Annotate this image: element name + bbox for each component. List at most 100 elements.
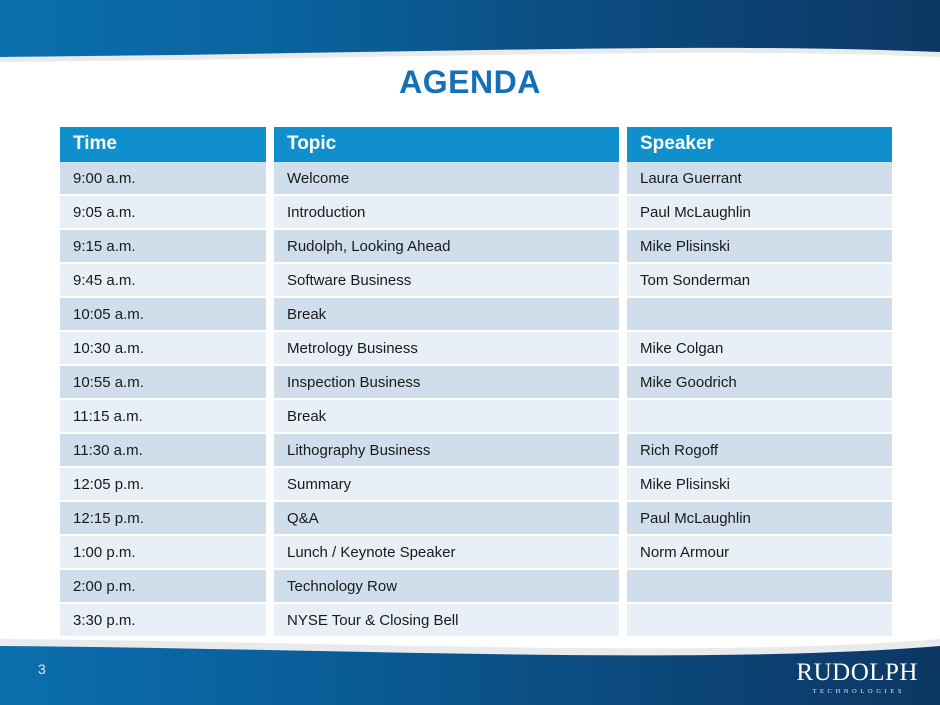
cell-topic: Technology Row <box>274 570 619 602</box>
cell-time: 9:00 a.m. <box>60 162 266 194</box>
company-logo: RUDOLPH TECHNOLOGIES <box>796 660 918 696</box>
row-separator <box>60 534 892 536</box>
cell-time: 3:30 p.m. <box>60 604 266 636</box>
cell-divider <box>619 230 627 262</box>
cell-divider <box>619 162 627 194</box>
row-separator <box>60 500 892 502</box>
cell-time: 12:05 p.m. <box>60 468 266 500</box>
cell-speaker: Paul McLaughlin <box>627 502 892 534</box>
cell-speaker <box>627 400 892 432</box>
cell-speaker <box>627 298 892 330</box>
table-row: 10:30 a.m. Metrology Business Mike Colgan <box>60 332 892 364</box>
cell-time: 2:00 p.m. <box>60 570 266 602</box>
cell-speaker: Mike Plisinski <box>627 230 892 262</box>
row-separator <box>60 398 892 400</box>
cell-topic: NYSE Tour & Closing Bell <box>274 604 619 636</box>
cell-time: 9:15 a.m. <box>60 230 266 262</box>
cell-speaker: Mike Colgan <box>627 332 892 364</box>
row-separator <box>60 194 892 196</box>
table-row: 2:00 p.m. Technology Row <box>60 570 892 602</box>
table-body: 9:00 a.m. Welcome Laura Guerrant 9:05 a.m. I… <box>60 162 892 638</box>
cell-topic: Lithography Business <box>274 434 619 466</box>
cell-topic: Welcome <box>274 162 619 194</box>
cell-time: 9:05 a.m. <box>60 196 266 228</box>
cell-divider <box>619 434 627 466</box>
cell-divider <box>266 502 274 534</box>
cell-time: 10:55 a.m. <box>60 366 266 398</box>
row-separator <box>60 262 892 264</box>
table-row: 9:05 a.m. Introduction Paul McLaughlin <box>60 196 892 228</box>
cell-speaker: Mike Goodrich <box>627 366 892 398</box>
cell-topic: Q&A <box>274 502 619 534</box>
cell-time: 10:30 a.m. <box>60 332 266 364</box>
cell-topic: Break <box>274 400 619 432</box>
cell-divider <box>266 298 274 330</box>
table-row: 11:30 a.m. Lithography Business Rich Rogof… <box>60 434 892 466</box>
cell-divider <box>619 298 627 330</box>
row-separator <box>60 432 892 434</box>
cell-divider <box>619 570 627 602</box>
cell-divider <box>266 230 274 262</box>
column-header-time: Time <box>60 127 266 162</box>
agenda-table-wrapper: Time Topic Speaker 9:00 a.m. Welcome Laura… <box>60 127 892 638</box>
cell-time: 12:15 p.m. <box>60 502 266 534</box>
row-separator <box>60 296 892 298</box>
table-row: 12:05 p.m. Summary Mike Plisinski <box>60 468 892 500</box>
cell-divider <box>619 468 627 500</box>
table-row: 10:05 a.m. Break <box>60 298 892 330</box>
cell-topic: Introduction <box>274 196 619 228</box>
row-separator <box>60 330 892 332</box>
table-row: 1:00 p.m. Lunch / Keynote Speaker Norm Arm… <box>60 536 892 568</box>
cell-divider <box>619 502 627 534</box>
cell-speaker <box>627 570 892 602</box>
table-header-row: Time Topic Speaker <box>60 127 892 162</box>
cell-divider <box>266 264 274 296</box>
cell-divider <box>266 468 274 500</box>
row-separator <box>60 228 892 230</box>
cell-divider <box>266 162 274 194</box>
cell-divider <box>266 196 274 228</box>
row-separator <box>60 466 892 468</box>
cell-divider <box>619 332 627 364</box>
cell-divider <box>619 400 627 432</box>
cell-divider <box>266 604 274 636</box>
cell-divider <box>266 366 274 398</box>
cell-speaker: Mike Plisinski <box>627 468 892 500</box>
cell-time: 11:30 a.m. <box>60 434 266 466</box>
cell-topic: Summary <box>274 468 619 500</box>
logo-wordmark: RUDOLPH <box>796 659 918 686</box>
row-separator <box>60 364 892 366</box>
logo-tagline: TECHNOLOGIES <box>812 688 906 695</box>
table-row: 3:30 p.m. NYSE Tour & Closing Bell <box>60 604 892 636</box>
table-row: 11:15 a.m. Break <box>60 400 892 432</box>
row-separator <box>60 602 892 604</box>
cell-topic: Break <box>274 298 619 330</box>
cell-speaker: Rich Rogoff <box>627 434 892 466</box>
cell-divider <box>266 536 274 568</box>
row-separator <box>60 568 892 570</box>
cell-divider <box>619 264 627 296</box>
top-banner <box>0 0 940 62</box>
column-header-topic: Topic <box>274 127 619 162</box>
cell-divider <box>619 604 627 636</box>
page-number: 3 <box>38 661 46 677</box>
cell-divider <box>619 536 627 568</box>
cell-topic: Rudolph, Looking Ahead <box>274 230 619 262</box>
cell-time: 9:45 a.m. <box>60 264 266 296</box>
cell-time: 1:00 p.m. <box>60 536 266 568</box>
column-divider-1 <box>266 127 274 162</box>
column-divider-2 <box>619 127 627 162</box>
cell-divider <box>266 332 274 364</box>
table-row: 9:00 a.m. Welcome Laura Guerrant <box>60 162 892 194</box>
cell-divider <box>619 366 627 398</box>
cell-divider <box>266 400 274 432</box>
cell-topic: Metrology Business <box>274 332 619 364</box>
table-row: 9:45 a.m. Software Business Tom Sonderman <box>60 264 892 296</box>
cell-divider <box>619 196 627 228</box>
cell-speaker: Norm Armour <box>627 536 892 568</box>
cell-divider <box>266 434 274 466</box>
cell-speaker: Laura Guerrant <box>627 162 892 194</box>
table-row: 10:55 a.m. Inspection Business Mike Goodri… <box>60 366 892 398</box>
cell-topic: Software Business <box>274 264 619 296</box>
agenda-table: Time Topic Speaker 9:00 a.m. Welcome Laura… <box>60 127 892 638</box>
